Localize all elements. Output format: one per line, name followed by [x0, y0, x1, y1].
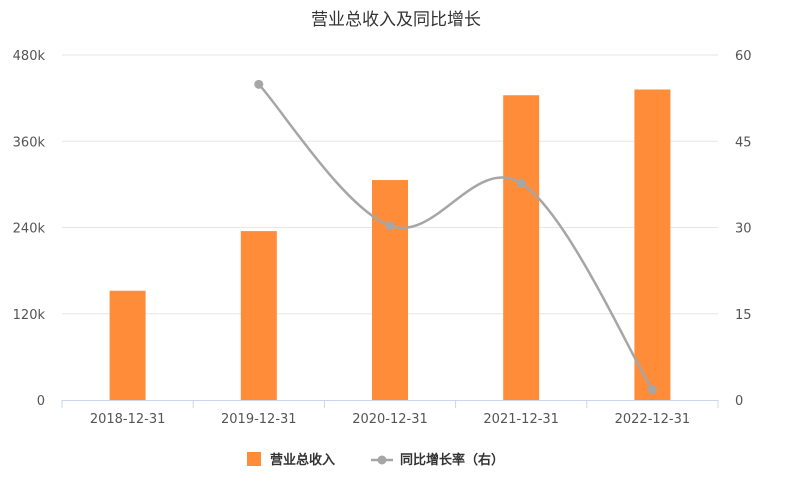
legend: 营业总收入 同比增长率（右） — [247, 452, 504, 468]
y-right-tick-label: 15 — [735, 308, 752, 323]
y-right-tick-label: 30 — [735, 222, 752, 237]
x-tick-label: 2018-12-31 — [90, 412, 166, 427]
y-left-tick-label: 360k — [13, 135, 46, 150]
x-tick-label: 2020-12-31 — [352, 412, 428, 427]
line-point — [254, 79, 264, 89]
axes: 0 0 120k 15 240k 30 360k 45 480k 60 2018-12-31 2019… — [13, 49, 752, 427]
x-tick-label: 2021-12-31 — [483, 412, 559, 427]
legend-bar-swatch — [247, 452, 261, 466]
bar — [109, 290, 146, 400]
chart-title: 营业总收入及同比增长 — [311, 10, 481, 30]
y-left-tick-label: 240k — [13, 222, 46, 237]
x-tick-label: 2022-12-31 — [615, 412, 691, 427]
y-right-tick-label: 0 — [735, 394, 743, 409]
bar — [372, 180, 408, 400]
line-point — [385, 221, 395, 231]
legend-line-marker — [377, 455, 387, 465]
bar — [634, 89, 671, 400]
legend-bar-label: 营业总收入 — [270, 452, 335, 468]
legend-line-label: 同比增长率（右） — [400, 452, 504, 468]
y-left-tick-label: 120k — [13, 308, 46, 323]
y-right-tick-label: 45 — [735, 135, 752, 150]
y-left-tick-label: 0 — [37, 394, 45, 409]
growth-line — [257, 83, 654, 391]
x-tick-label: 2019-12-31 — [221, 412, 297, 427]
y-right-tick-label: 60 — [735, 49, 752, 64]
line-point — [516, 178, 526, 188]
y-left-tick-label: 480k — [13, 49, 46, 64]
bar-series — [109, 89, 671, 400]
bar — [503, 95, 540, 400]
line-point — [647, 385, 657, 395]
bar — [240, 231, 277, 400]
line-series — [254, 79, 657, 395]
